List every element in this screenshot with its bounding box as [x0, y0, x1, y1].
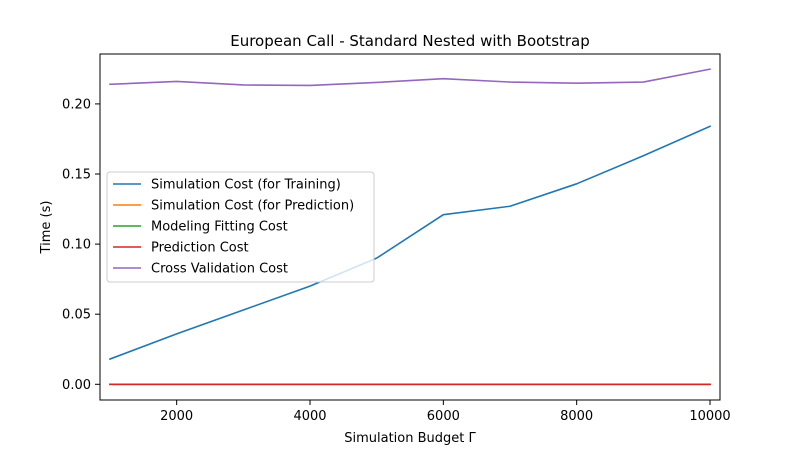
axes-frame — [99, 53, 721, 401]
y-tick-label: 0.15 — [62, 168, 91, 183]
x-tick-label: 10000 — [689, 409, 730, 424]
y-axis-label: Time (s) — [39, 201, 54, 255]
x-tick-label: 2000 — [160, 409, 193, 424]
x-axis: 2000 4000 6000 8000 10000 — [160, 400, 731, 424]
y-tick-label: 0.05 — [62, 308, 91, 323]
y-axis: 0.00 0.05 0.10 0.15 0.20 — [62, 97, 100, 393]
y-tick-label: 0.10 — [62, 238, 91, 253]
legend-label: Cross Validation Cost — [151, 262, 288, 277]
plot-area — [99, 53, 721, 401]
x-tick-label: 6000 — [427, 409, 460, 424]
legend-box — [106, 171, 375, 283]
series-layer — [108, 68, 712, 386]
series-line-simulation-cost-for-training — [108, 125, 712, 361]
legend-label: Modeling Fitting Cost — [151, 220, 288, 235]
legend-items: Simulation Cost (for Training) Simulation… — [113, 178, 354, 277]
legend-label: Simulation Cost (for Prediction) — [151, 199, 354, 214]
x-tick-label: 8000 — [560, 409, 593, 424]
legend: Simulation Cost (for Training) Simulation… — [106, 171, 375, 283]
y-tick-label: 0.00 — [62, 378, 91, 393]
series-line-cross-validation-cost — [109, 68, 711, 87]
x-axis-label: Simulation Budget Γ — [344, 431, 476, 446]
chart-title: European Call - Standard Nested with Boo… — [230, 32, 590, 50]
legend-label: Simulation Cost (for Training) — [151, 178, 341, 193]
x-tick-label: 4000 — [293, 409, 326, 424]
y-tick-label: 0.20 — [62, 97, 91, 112]
legend-label: Prediction Cost — [151, 241, 249, 256]
